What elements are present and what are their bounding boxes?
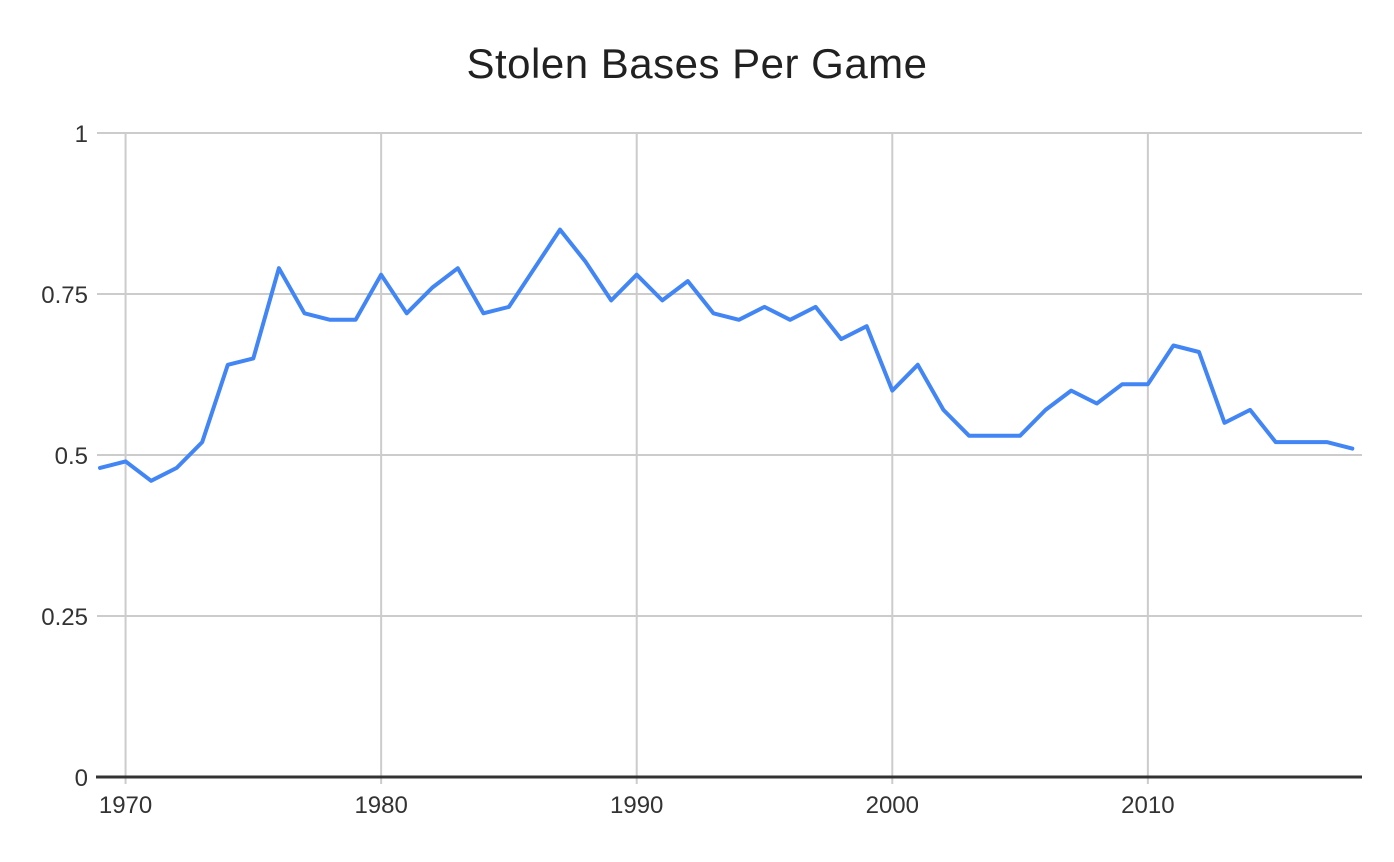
y-axis-tick-label: 0 bbox=[75, 765, 88, 792]
x-axis-tick-label: 2000 bbox=[866, 792, 919, 819]
y-axis-tick-label: 1 bbox=[75, 121, 88, 148]
x-axis-tick-label: 1970 bbox=[99, 792, 152, 819]
x-axis-tick-label: 1990 bbox=[610, 792, 663, 819]
y-axis-tick-label: 0.75 bbox=[41, 282, 88, 309]
stolen-bases-data-line bbox=[98, 227, 1355, 483]
chart-title: Stolen Bases Per Game bbox=[466, 40, 928, 87]
y-axis-tick-label: 0.25 bbox=[41, 604, 88, 631]
x-axis-tick-label: 1980 bbox=[354, 792, 407, 819]
y-axis-tick-label: 0.5 bbox=[55, 443, 88, 470]
x-axis-tick-label: 2010 bbox=[1121, 792, 1174, 819]
